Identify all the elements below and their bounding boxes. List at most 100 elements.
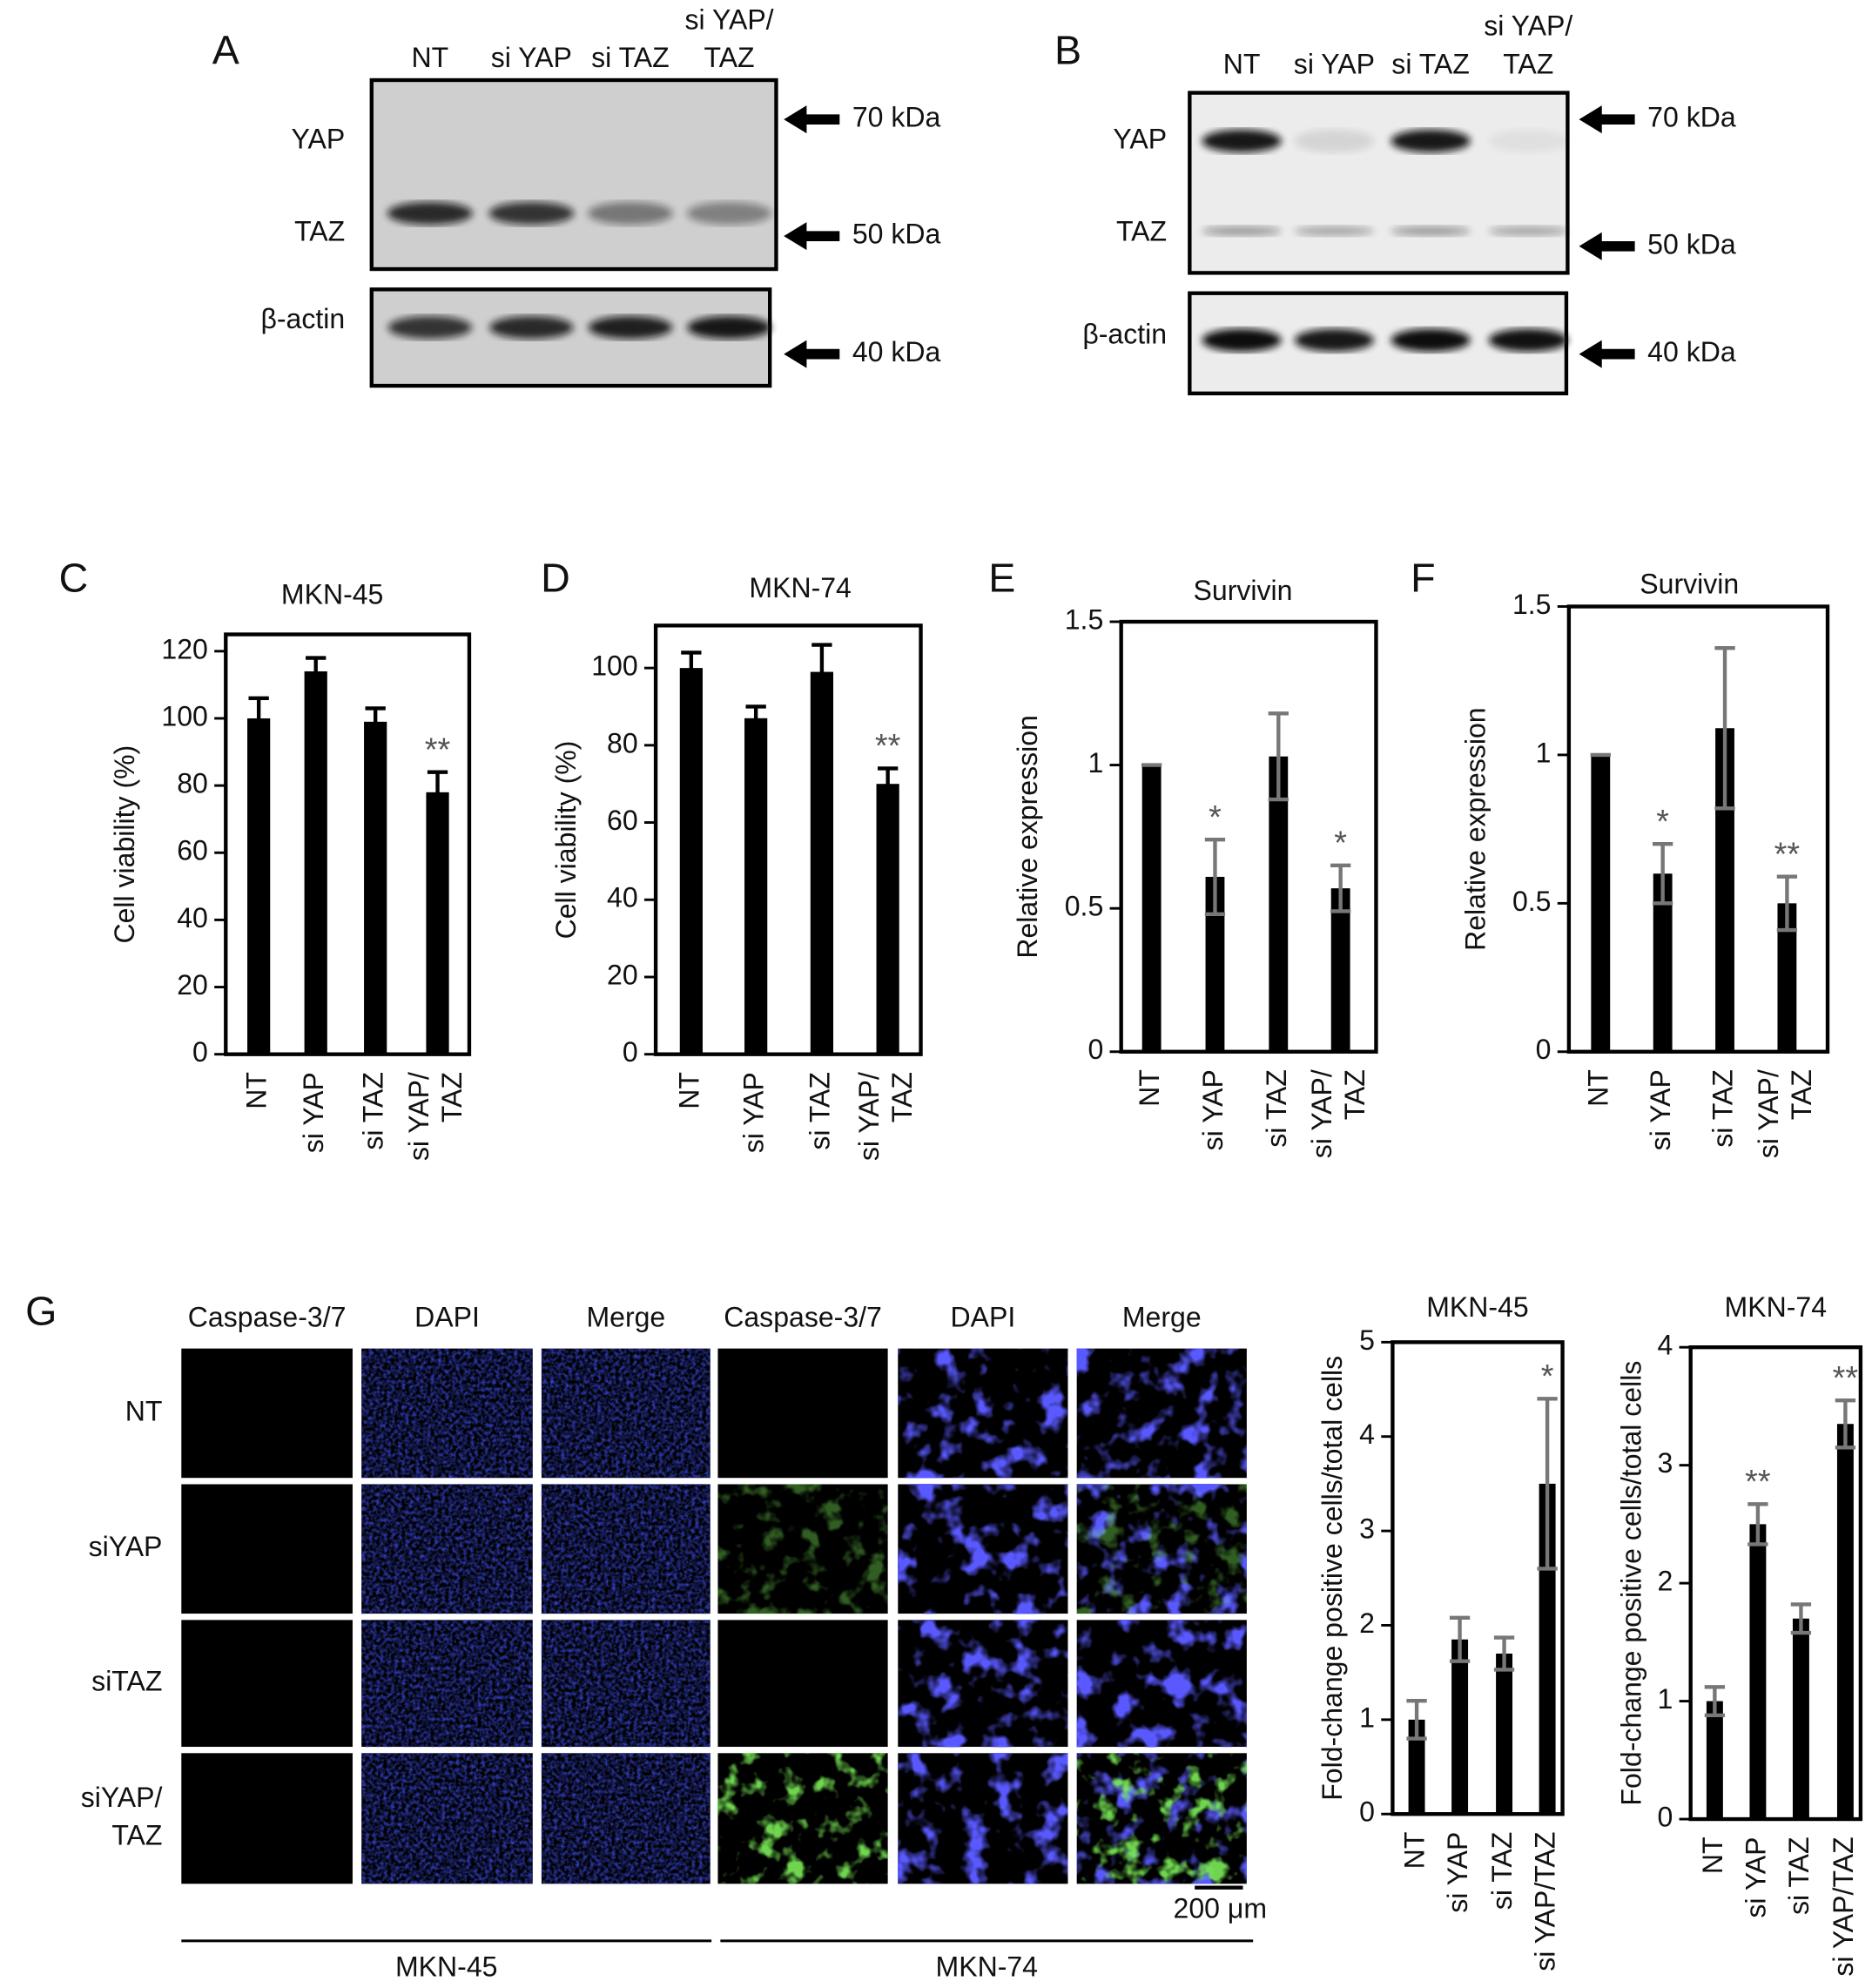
significance: ** (1833, 1360, 1859, 1397)
blot-band (387, 201, 473, 226)
micrograph-green (717, 1753, 888, 1884)
y-tick-label: 3 (1359, 1513, 1375, 1545)
y-tick-label: 0 (623, 1036, 638, 1068)
bar (1269, 756, 1289, 1052)
x-tick-label: si TAZ (1707, 1069, 1738, 1148)
marker-arrow (784, 340, 840, 368)
panel-letter: G (25, 1289, 57, 1334)
error-bar (1776, 874, 1798, 933)
bar (304, 671, 327, 1055)
micrograph-signal (898, 1753, 1068, 1884)
x-tick-label: TAZ (1339, 1069, 1370, 1120)
bar (810, 671, 834, 1055)
plot-frame (1391, 1340, 1565, 1816)
micrograph (181, 1753, 353, 1884)
x-tick-label: NT (241, 1072, 273, 1109)
group-label: MKN-74 (936, 1951, 1038, 1982)
panel-letter: F (1411, 556, 1435, 601)
error-bar (248, 696, 269, 741)
column-label: DAPI (951, 1302, 1016, 1333)
bar (1451, 1639, 1469, 1815)
blot-band (1391, 328, 1471, 352)
marker-arrow (1579, 232, 1635, 260)
marker-arrow (1579, 340, 1635, 368)
blot-band (588, 315, 673, 340)
significance: ** (1774, 836, 1801, 873)
y-tick-label: 0.5 (1065, 891, 1104, 922)
bar (1749, 1524, 1767, 1820)
column-label: Merge (586, 1302, 665, 1333)
chart-title: MKN-45 (1426, 1291, 1528, 1323)
y-tick-label: 0 (192, 1036, 208, 1068)
row-label: TAZ (111, 1820, 162, 1851)
blot-band (1294, 328, 1374, 352)
y-tick-label: 100 (591, 650, 637, 682)
blot-band (1488, 328, 1568, 352)
bar (1330, 888, 1350, 1052)
y-tick-label: 60 (607, 805, 638, 836)
x-tick-label: si TAZ (1486, 1832, 1518, 1911)
lane-label: NT (411, 42, 448, 73)
marker-arrow (784, 105, 840, 134)
y-tick-label: 120 (161, 633, 207, 664)
error-bar (1747, 1502, 1768, 1547)
bar (1792, 1618, 1809, 1820)
error-bar (1790, 1602, 1812, 1635)
y-tick-label: 1 (1359, 1702, 1375, 1733)
bar (1706, 1701, 1723, 1820)
error-bar (1493, 1635, 1515, 1672)
row-label: siYAP/ (81, 1782, 163, 1813)
lane-label: TAZ (1503, 48, 1553, 79)
bar (876, 784, 899, 1055)
y-tick-label: 80 (607, 727, 638, 758)
significance: * (1334, 825, 1347, 861)
plot-frame (224, 632, 472, 1056)
blot-band (1391, 129, 1471, 153)
marker-label: 40 kDa (852, 336, 941, 367)
lane-label: si TAZ (591, 42, 670, 73)
plot-frame (1119, 619, 1378, 1054)
error-bar (877, 766, 899, 802)
micrograph-signal (541, 1753, 710, 1884)
y-tick-label: 0.5 (1512, 886, 1552, 917)
panel-letter: B (1054, 28, 1081, 73)
lane-label: TAZ (704, 42, 755, 73)
lane-label: NT (1223, 48, 1261, 79)
x-tick-label: NT (673, 1072, 704, 1109)
micrograph-green (717, 1484, 888, 1614)
micrograph-signal (541, 1348, 710, 1479)
protein-label: TAZ (1116, 216, 1167, 247)
y-tick-label: 0 (1657, 1802, 1673, 1833)
micrograph (181, 1620, 353, 1748)
significance: ** (1745, 1464, 1771, 1500)
x-tick-label: si TAZ (1783, 1836, 1815, 1915)
lane-label: si YAP/ (1484, 10, 1572, 42)
x-tick-label: si YAP (1197, 1069, 1229, 1150)
y-tick-label: 1.5 (1512, 589, 1552, 620)
y-tick-label: 1 (1536, 737, 1552, 768)
error-bar (1653, 841, 1673, 906)
bar (1141, 765, 1162, 1052)
x-tick-label: TAZ (1786, 1069, 1817, 1120)
blot-band (1488, 129, 1568, 153)
row-label: siTAZ (91, 1666, 162, 1697)
x-tick-label: si YAP/TAZ (1828, 1836, 1859, 1976)
error-bar (365, 706, 386, 738)
column-label: Caspase-3/7 (724, 1302, 882, 1333)
lane-label: si YAP (491, 42, 572, 73)
y-tick-label: 20 (607, 959, 638, 990)
x-tick-label: si YAP (1740, 1836, 1771, 1917)
blot-band (1294, 226, 1375, 237)
y-axis-label: Cell viability (%) (109, 745, 140, 944)
bar (679, 668, 703, 1055)
blot-membrane (369, 77, 778, 272)
micrograph-signal (541, 1620, 710, 1748)
y-tick-label: 4 (1359, 1419, 1375, 1450)
chart-title: MKN-74 (1725, 1291, 1827, 1323)
error-bar (306, 656, 327, 687)
lane-label: si YAP (1294, 48, 1375, 79)
y-tick-label: 5 (1359, 1324, 1375, 1356)
y-tick-label: 0 (1536, 1034, 1552, 1065)
